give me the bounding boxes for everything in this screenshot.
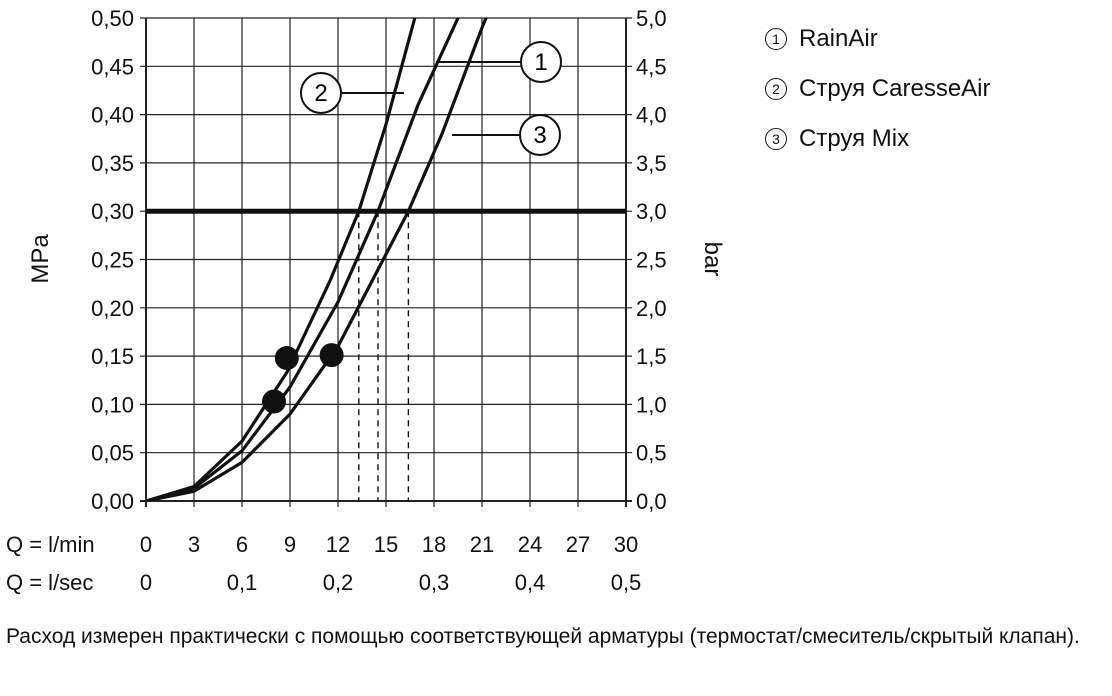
y-tick-label-right: 0,0 bbox=[636, 489, 667, 514]
callout-number-2: 2 bbox=[314, 80, 327, 107]
x-tick-labels: 0 3 6 9 12 15 18 21 24 27 30 0 0,1 0,2 0,3 0,4 0,5 bbox=[140, 532, 641, 595]
legend-label-3: Струя Mix bbox=[799, 125, 910, 152]
x-tick-label-lmin: 30 bbox=[614, 532, 638, 557]
y-tick-label-right: 5,0 bbox=[636, 6, 667, 31]
x-tick-label-lsec: 0,4 bbox=[515, 570, 546, 595]
x-tick-label-lmin: 3 bbox=[188, 532, 200, 557]
legend-badge-2: 2 bbox=[765, 78, 787, 100]
x-tick-label-lsec: 0,5 bbox=[611, 570, 642, 595]
callout-circle-3 bbox=[519, 114, 561, 156]
series-callouts: 1 2 3 bbox=[300, 41, 562, 156]
y-tick-label-right: 1,0 bbox=[636, 392, 667, 417]
x-tick-label-lmin: 24 bbox=[518, 532, 542, 557]
y-tick-label-left: 0,00 bbox=[91, 489, 134, 514]
y-axis-title-left: MPa bbox=[27, 234, 54, 284]
series-lines bbox=[146, 18, 488, 501]
y-tick-label-right: 1,5 bbox=[636, 344, 667, 369]
y-tick-label-left: 0,05 bbox=[91, 441, 134, 466]
callout-circle-2 bbox=[300, 72, 342, 114]
y-tick-label-right: 4,5 bbox=[636, 54, 667, 79]
y-tick-labels-left: 0,00 0,05 0,10 0,15 0,20 0,25 0,30 0,35 0,40 0,45… bbox=[91, 6, 134, 514]
x-tick-label-lmin: 6 bbox=[236, 532, 248, 557]
x-tick-label-lmin: 27 bbox=[566, 532, 590, 557]
legend-item-1: 1 RainAir bbox=[765, 14, 991, 64]
y-tick-label-left: 0,45 bbox=[91, 54, 134, 79]
y-tick-labels-right: 0,0 0,5 1,0 1,5 2,0 2,5 3,0 3,5 4,0 4,5 5,0 bbox=[636, 6, 667, 514]
legend-label-1: RainAir bbox=[799, 25, 878, 52]
y-tick-label-left: 0,50 bbox=[91, 6, 134, 31]
y-tick-label-left: 0,30 bbox=[91, 199, 134, 224]
x-tick-label-lsec: 0,2 bbox=[323, 570, 354, 595]
x-tick-label-lmin: 12 bbox=[326, 532, 350, 557]
x-tick-label-lmin: 0 bbox=[140, 532, 152, 557]
legend-badge-1: 1 bbox=[765, 28, 787, 50]
y-tick-label-left: 0,40 bbox=[91, 103, 134, 128]
x-tick-label-lsec: 0,3 bbox=[419, 570, 450, 595]
y-tick-label-left: 0,15 bbox=[91, 344, 134, 369]
callout-circle-1 bbox=[520, 41, 562, 83]
y-tick-label-left: 0,35 bbox=[91, 151, 134, 176]
data-point-marker bbox=[319, 343, 344, 368]
callout-number-1: 1 bbox=[534, 49, 547, 76]
y-tick-label-right: 0,5 bbox=[636, 441, 667, 466]
legend-badge-3: 3 bbox=[765, 128, 787, 150]
drop-lines bbox=[358, 211, 410, 501]
y-tick-label-right: 2,5 bbox=[636, 248, 667, 273]
legend-item-2: 2 Струя CaresseAir bbox=[765, 64, 991, 114]
x-tick-label-lmin: 15 bbox=[374, 532, 398, 557]
legend-item-3: 3 Струя Mix bbox=[765, 114, 991, 164]
data-point-marker bbox=[262, 389, 286, 414]
flow-pressure-chart: 123 0,000,050,100,150,200,250,300,350,40… bbox=[6, 6, 726, 595]
legend-label-2: Струя CaresseAir bbox=[799, 75, 991, 102]
x-tick-label-lmin: 18 bbox=[422, 532, 446, 557]
y-tick-label-right: 2,0 bbox=[636, 296, 667, 321]
x-tick-label-lsec: 0 bbox=[140, 570, 152, 595]
x-axis-title-lsec: Q = l/sec bbox=[6, 570, 93, 595]
y-tick-label-right: 4,0 bbox=[636, 103, 667, 128]
series-line-1 bbox=[146, 18, 460, 501]
y-tick-label-right: 3,0 bbox=[636, 199, 667, 224]
y-tick-label-left: 0,25 bbox=[91, 248, 134, 273]
y-tick-label-right: 3,5 bbox=[636, 151, 667, 176]
x-tick-label-lsec: 0,1 bbox=[227, 570, 258, 595]
y-tick-label-left: 0,10 bbox=[91, 392, 134, 417]
chart-grid bbox=[140, 17, 632, 507]
footnote: Расход измерен практически с помощью соо… bbox=[6, 625, 1080, 648]
callout-number-3: 3 bbox=[533, 122, 546, 149]
legend: 1 RainAir 2 Струя CaresseAir 3 Струя Mix bbox=[765, 14, 991, 164]
y-axis-title-right: bar bbox=[699, 242, 726, 277]
point-markers bbox=[262, 343, 344, 414]
x-tick-label-lmin: 21 bbox=[470, 532, 494, 557]
y-tick-label-left: 0,20 bbox=[91, 296, 134, 321]
series-line-2 bbox=[146, 18, 417, 501]
x-tick-label-lmin: 9 bbox=[284, 532, 296, 557]
series-line-3 bbox=[146, 18, 488, 501]
x-axis-title-lmin: Q = l/min bbox=[6, 532, 95, 557]
data-point-marker bbox=[274, 346, 299, 371]
